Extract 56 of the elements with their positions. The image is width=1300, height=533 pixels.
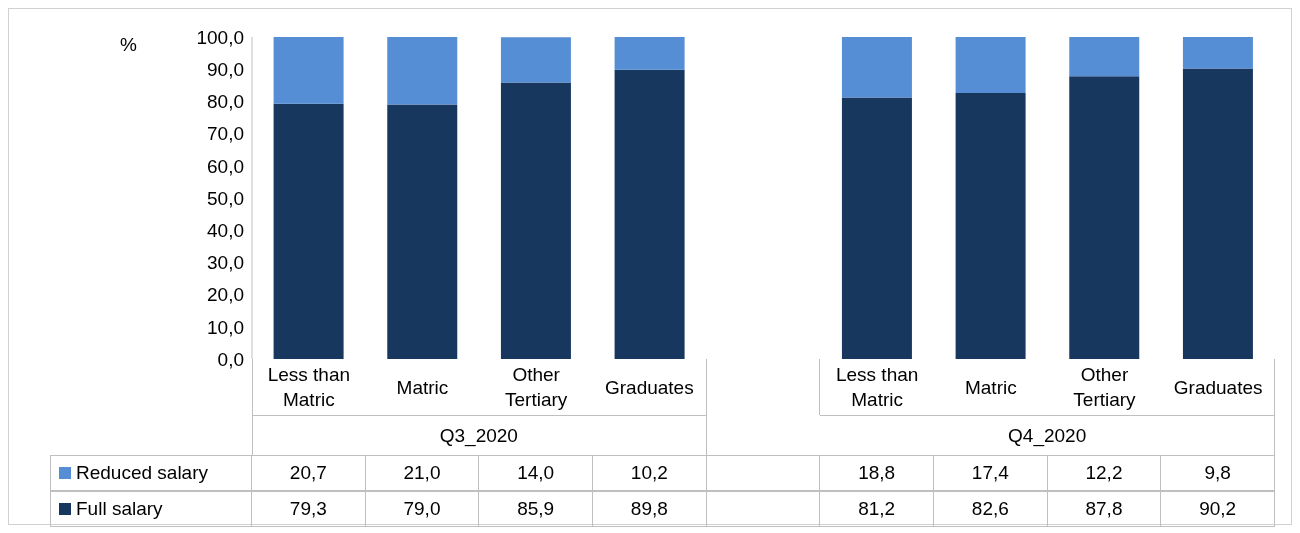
x-tick-label: Less than Matric <box>266 363 352 412</box>
data-label: 17,4 <box>934 455 1048 491</box>
bar <box>387 37 458 105</box>
bar <box>1069 37 1140 77</box>
bar <box>1182 68 1253 359</box>
y-tick-label: 80,0 <box>207 91 244 113</box>
bar <box>841 97 912 359</box>
bar <box>955 93 1026 359</box>
data-label: 79,0 <box>365 491 480 527</box>
data-label: 89,8 <box>593 491 707 527</box>
x-tick-label: Other Tertiary <box>504 363 569 412</box>
x-tick-label: Less than Matric <box>834 363 920 412</box>
x-tick-label: Matric <box>395 375 450 400</box>
y-tick-label: 0,0 <box>217 348 244 370</box>
legend-label: Reduced salary <box>50 455 252 491</box>
bar <box>387 104 458 359</box>
data-label: 10,2 <box>593 455 707 491</box>
bar <box>614 37 685 70</box>
data-label: 79,3 <box>252 491 366 527</box>
text: Q3_2020 <box>252 415 707 455</box>
y-tick-label: 40,0 <box>207 219 244 241</box>
bar <box>273 37 344 104</box>
y-tick-label: 60,0 <box>207 155 244 177</box>
x-tick-label: Graduates <box>1172 375 1264 400</box>
y-tick-label: 90,0 <box>207 58 244 80</box>
bar <box>1069 76 1140 359</box>
legend-label: Full salary <box>50 491 252 527</box>
data-label: 18,8 <box>820 455 934 491</box>
bar <box>614 69 685 359</box>
data-label: 9,8 <box>1161 455 1275 491</box>
bar <box>273 103 344 359</box>
y-tick-label: 30,0 <box>207 252 244 274</box>
x-tick-label: Matric <box>963 375 1018 400</box>
data-label: 82,6 <box>934 491 1048 527</box>
data-label: 85,9 <box>479 491 593 527</box>
data-label: 81,2 <box>820 491 934 527</box>
y-tick-label: 50,0 <box>207 187 244 209</box>
text: Q4_2020 <box>820 415 1275 455</box>
data-label: 14,0 <box>479 455 593 491</box>
y-tick-label: 20,0 <box>207 284 244 306</box>
bar <box>955 37 1026 94</box>
data-label: 20,7 <box>252 455 366 491</box>
bar <box>1182 37 1253 69</box>
data-label: 12,2 <box>1047 455 1162 491</box>
x-tick-label: Graduates <box>593 359 707 415</box>
y-tick-label: 10,0 <box>207 316 244 338</box>
y-tick-label: 70,0 <box>207 123 244 145</box>
x-tick-label: Other Tertiary <box>1072 363 1137 412</box>
bar <box>841 37 912 98</box>
data-label: 21,0 <box>365 455 480 491</box>
y-axis-title: % <box>120 34 137 56</box>
bar <box>500 82 571 359</box>
y-tick-label: 100,0 <box>196 26 244 48</box>
data-label: 87,8 <box>1047 491 1162 527</box>
bar <box>500 37 571 83</box>
data-label: 90,2 <box>1161 491 1275 527</box>
